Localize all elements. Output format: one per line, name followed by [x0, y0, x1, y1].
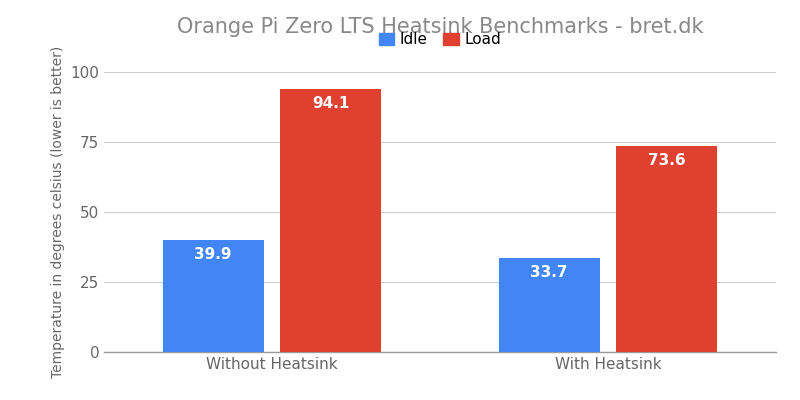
- Bar: [163, 240, 264, 352]
- Text: 39.9: 39.9: [194, 247, 232, 262]
- Title: Orange Pi Zero LTS Heatsink Benchmarks - bret.dk: Orange Pi Zero LTS Heatsink Benchmarks -…: [177, 17, 703, 37]
- Bar: [280, 88, 381, 352]
- Y-axis label: Temperature in degrees celsius (lower is better): Temperature in degrees celsius (lower is…: [50, 46, 65, 378]
- Legend: Idle, Load: Idle, Load: [375, 29, 505, 50]
- Text: 94.1: 94.1: [312, 96, 350, 110]
- Bar: [616, 146, 718, 352]
- Text: 73.6: 73.6: [648, 153, 686, 168]
- Bar: [499, 258, 600, 352]
- Text: 33.7: 33.7: [530, 265, 568, 280]
